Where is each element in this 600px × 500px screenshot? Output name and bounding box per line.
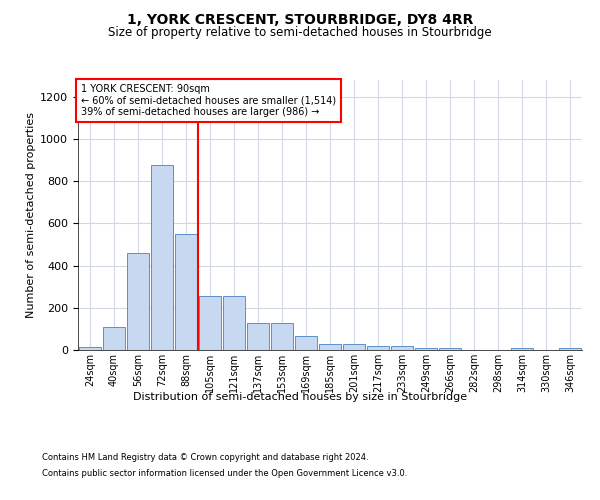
Text: Contains HM Land Registry data © Crown copyright and database right 2024.: Contains HM Land Registry data © Crown c… [42,452,368,462]
Bar [151,166,173,350]
Y-axis label: Number of semi-detached properties: Number of semi-detached properties [26,112,36,318]
Text: 1, YORK CRESCENT, STOURBRIDGE, DY8 4RR: 1, YORK CRESCENT, STOURBRIDGE, DY8 4RR [127,12,473,26]
Bar [103,327,125,350]
Text: Size of property relative to semi-detached houses in Stourbridge: Size of property relative to semi-detach… [108,26,492,39]
Bar [247,322,269,350]
Bar [367,346,389,350]
Bar [319,344,341,350]
Text: 1 YORK CRESCENT: 90sqm
← 60% of semi-detached houses are smaller (1,514)
39% of : 1 YORK CRESCENT: 90sqm ← 60% of semi-det… [80,84,335,117]
Bar [175,234,197,350]
Bar [79,347,101,350]
Bar [439,348,461,350]
Bar [199,296,221,350]
Bar [391,346,413,350]
Bar [271,322,293,350]
Text: Distribution of semi-detached houses by size in Stourbridge: Distribution of semi-detached houses by … [133,392,467,402]
Bar [511,348,533,350]
Bar [343,344,365,350]
Bar [127,253,149,350]
Text: Contains public sector information licensed under the Open Government Licence v3: Contains public sector information licen… [42,468,407,477]
Bar [295,336,317,350]
Bar [559,348,581,350]
Bar [415,348,437,350]
Bar [223,296,245,350]
